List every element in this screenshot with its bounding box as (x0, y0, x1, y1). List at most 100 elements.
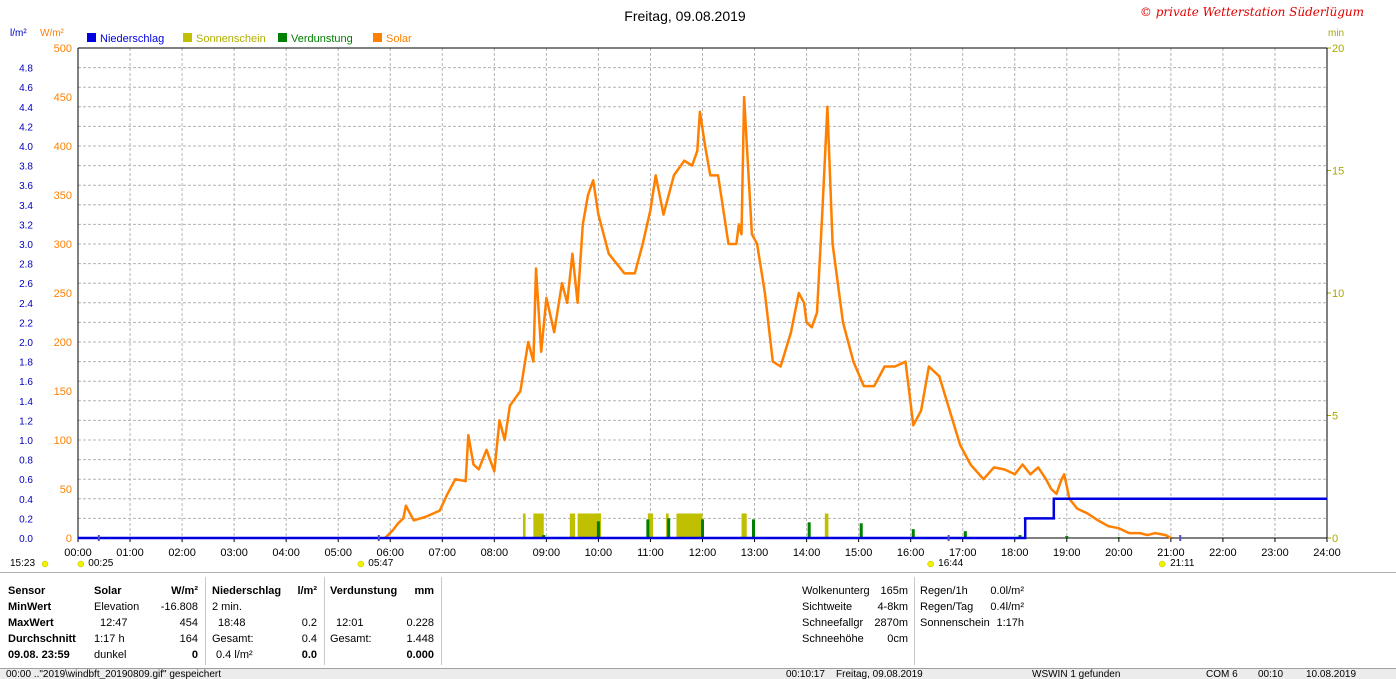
solar-header: Solar (94, 585, 122, 597)
evaporation-spike (1018, 535, 1022, 538)
right-tick-label: 20 (1332, 43, 1344, 55)
rain-tick-label: 0.0 (19, 534, 33, 545)
x-tick-label: 19:00 (1053, 547, 1081, 559)
verdunstung-header: Verdunstung (330, 585, 398, 597)
event-label: 16:44 (938, 558, 963, 569)
rain-tick-label: 2.2 (19, 318, 33, 329)
x-tick-label: 09:00 (533, 547, 561, 559)
rain-tick-label: 4.4 (19, 103, 33, 114)
legend-swatch-niederschlag (87, 33, 96, 42)
sensor-row-max: MaxWert (8, 617, 54, 629)
sensor-row-avg: Durchschnitt (8, 633, 76, 645)
solar-avg-value: 164 (179, 633, 198, 645)
x-tick-label: 18:00 (1001, 547, 1029, 559)
x-tick-label: 01:00 (116, 547, 144, 559)
right-tick-label: 10 (1332, 288, 1344, 300)
regen-label-0: Regen/1h (920, 585, 968, 597)
solar-unit: W/m² (171, 585, 198, 597)
regen-value-1: 0.4l/m² (990, 601, 1024, 613)
x-tick-label: 13:00 (741, 547, 769, 559)
sun-icon (41, 560, 49, 568)
x-tick-label: 17:00 (949, 547, 977, 559)
solar-min-value: -16.808 (160, 601, 198, 613)
sensor-header: Sensor (8, 585, 46, 597)
evaporation-spike (807, 522, 811, 538)
sunshine-bar (741, 513, 747, 538)
right-unit-label: min (1328, 28, 1344, 39)
rain-tick-label: 4.0 (19, 142, 33, 153)
evaporation-spike (1065, 536, 1069, 538)
rain-tick-label: 4.2 (19, 122, 33, 133)
legend-swatch-verdunstung (278, 33, 287, 42)
evaporation-spike (667, 518, 671, 538)
event-marker (1179, 535, 1182, 541)
evaporation-spike (596, 521, 600, 538)
evaporation-spike (646, 519, 650, 538)
status-bar: 00:00 .."2019\windbft_20190809.gif" gesp… (0, 668, 1396, 679)
wolken-label-0: Wolkenunterg (802, 585, 870, 597)
niederschlag-min-label: 2 min. (212, 601, 242, 613)
status-message: 00:00 .."2019\windbft_20190809.gif" gesp… (6, 669, 222, 679)
niederschlag-max-value: 0.2 (301, 617, 317, 629)
niederschlag-total-value: 0.4 (301, 633, 317, 645)
event-label: 00:25 (88, 558, 113, 569)
verdunstung-total-value: 1.448 (406, 633, 434, 645)
solar-tick-label: 500 (54, 43, 72, 55)
legend-label-solar: Solar (386, 33, 412, 45)
evaporation-spike (963, 531, 967, 538)
solar-tick-label: 200 (54, 337, 72, 349)
evaporation-spike (701, 519, 704, 538)
sunshine-bar (676, 513, 703, 538)
status-date: Freitag, 09.08.2019 (836, 669, 923, 679)
panel-divider (324, 577, 325, 665)
x-tick-label: 02:00 (168, 547, 196, 559)
sensor-column: Sensor MinWert MaxWert Durchschnitt 09.0… (8, 583, 88, 663)
event-label: 21:11 (1170, 558, 1195, 569)
solar-line (384, 95, 1172, 540)
status-wswin: WSWIN 1 gefunden (1032, 669, 1121, 679)
sunshine-bar (824, 513, 829, 538)
rain-tick-label: 4.8 (19, 64, 33, 75)
verdunstung-max-time: 12:01 (336, 617, 364, 629)
x-tick-label: 14:00 (793, 547, 821, 559)
left-corner-label: 15:23 (10, 558, 35, 569)
regen-column: Regen/1h 0.0l/m² Regen/Tag 0.4l/m² Sonnens… (920, 583, 1024, 631)
wolken-value-0: 165m (880, 585, 908, 597)
chart-labels: 00:00 01:00 02:00 03:00 04:00 05:00 06:00 07:00… (10, 43, 1344, 569)
evaporation-spike (859, 523, 863, 538)
rain-tick-label: 3.6 (19, 181, 33, 192)
solar-max-time: 12:47 (100, 617, 128, 629)
sunshine-bar (533, 513, 544, 538)
niederschlag-header: Niederschlag (212, 585, 282, 597)
rain-tick-label: 1.2 (19, 416, 33, 427)
event-label: 05:47 (368, 558, 393, 569)
panel-divider (441, 577, 442, 665)
wolken-label-3: Schneehöhe (802, 633, 864, 645)
rain-tick-label: 0.2 (19, 514, 33, 525)
niederschlag-current-label: 0.4 l/m² (216, 649, 253, 661)
legend-swatch-sonnenschein (183, 33, 192, 42)
x-tick-label: 04:00 (272, 547, 300, 559)
status-time: 00:10:17 (786, 669, 825, 679)
verdunstung-column: Verdunstung mm 12:01 0.228 Gesamt: 1.448 0.… (330, 583, 434, 663)
wolken-value-3: 0cm (887, 633, 908, 645)
evaporation-spike (1117, 537, 1121, 538)
rain-tick-label: 1.0 (19, 436, 33, 447)
event-marker (377, 535, 380, 541)
rain-tick-label: 2.4 (19, 299, 33, 310)
regen-value-0: 0.0l/m² (990, 585, 1024, 597)
sensor-row-min: MinWert (8, 601, 52, 613)
status-clock: 00:10 (1258, 669, 1284, 679)
solar-tick-label: 150 (54, 386, 72, 398)
sun-icon (77, 560, 85, 568)
rain-tick-label: 0.4 (19, 495, 33, 506)
solar-min-label: Elevation (94, 601, 140, 613)
x-tick-label: 07:00 (429, 547, 457, 559)
regen-value-2: 1:17h (996, 617, 1024, 629)
sun-icon (1158, 560, 1166, 568)
solar-current-value: 0 (191, 649, 198, 661)
solar-column: Solar W/m² Elevation -16.808 12:47 454 1:17… (94, 583, 198, 663)
right-tick-label: 0 (1332, 533, 1338, 545)
chart-grid (78, 48, 1327, 538)
rain-tick-label: 3.0 (19, 240, 33, 251)
